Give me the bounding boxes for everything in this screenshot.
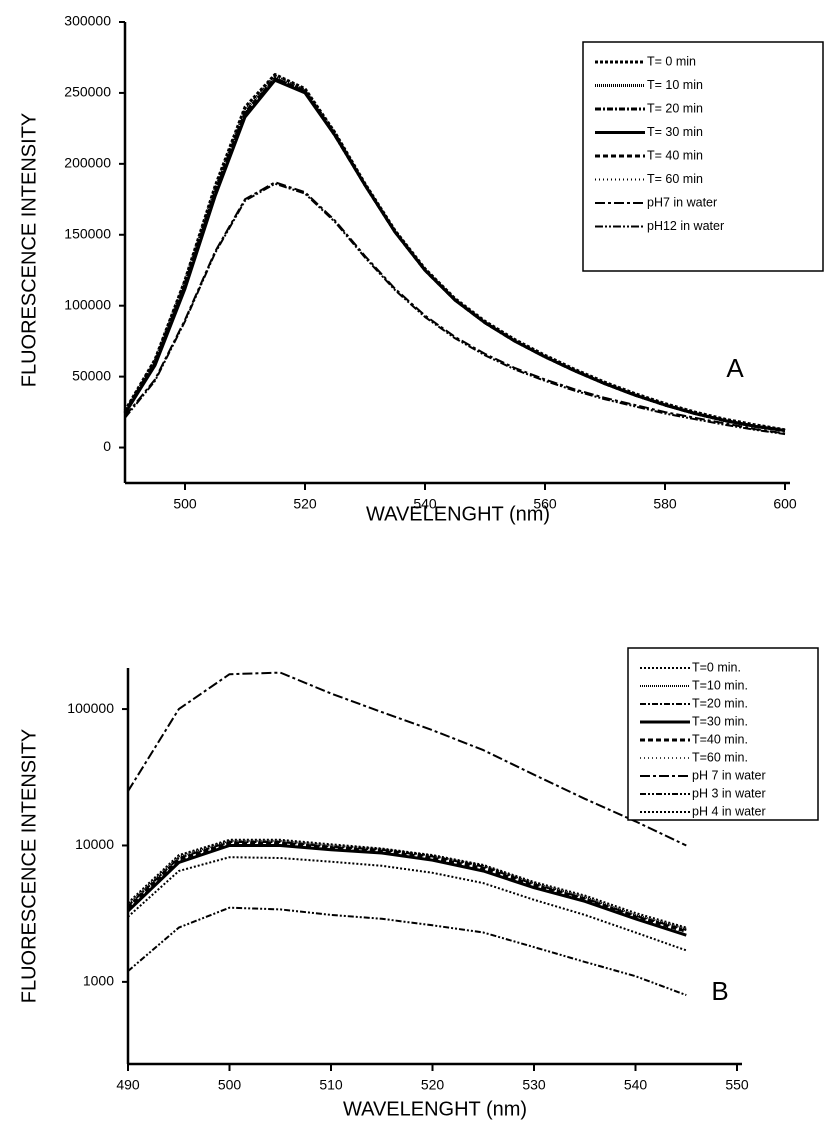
legend-label: T= 20 min <box>647 101 703 115</box>
x-tick-label: 560 <box>533 496 557 512</box>
y-tick-label: 150000 <box>64 225 111 241</box>
y-axis-title: FLUORESCENCE INTENSITY <box>18 729 40 1003</box>
series-line <box>123 77 786 432</box>
series-line <box>127 856 687 952</box>
x-tick-label: 510 <box>319 1077 343 1093</box>
series-line <box>124 182 786 436</box>
legend-label: pH12 in water <box>647 219 724 233</box>
legend-label: T=40 min. <box>692 732 748 746</box>
y-tick-label: 0 <box>103 438 111 454</box>
legend-box <box>627 647 819 821</box>
legend-label: T=10 min. <box>692 678 748 692</box>
series-line <box>126 844 687 937</box>
legend-label: T= 0 min <box>647 54 696 68</box>
y-tick-label: 50000 <box>72 367 111 383</box>
series-line <box>126 841 687 933</box>
x-tick-label: 540 <box>624 1077 648 1093</box>
series-line <box>127 906 687 997</box>
legend-label: pH7 in water <box>647 195 717 209</box>
x-tick-label: 520 <box>421 1077 445 1093</box>
y-tick-label: 100000 <box>67 700 114 716</box>
x-tick-label: 550 <box>725 1077 749 1093</box>
x-tick-label: 600 <box>773 496 797 512</box>
legend-label: T=30 min. <box>692 714 748 728</box>
y-tick-label: 200000 <box>64 155 111 171</box>
series-line <box>127 671 687 847</box>
panel-label: A <box>726 353 744 383</box>
x-tick-label: 540 <box>413 496 437 512</box>
y-tick-label: 300000 <box>64 13 111 29</box>
legend-label: pH 3 in water <box>692 786 766 800</box>
legend-label: T=0 min. <box>692 660 741 674</box>
x-tick-label: 500 <box>218 1077 242 1093</box>
series-line <box>127 839 687 930</box>
legend-label: T= 60 min <box>647 172 703 186</box>
x-tick-label: 520 <box>293 496 317 512</box>
y-tick-label: 10000 <box>75 836 114 852</box>
x-axis-title: WAVELENGHT (nm) <box>343 1098 527 1120</box>
panel-label: B <box>711 976 728 1006</box>
legend-label: T= 40 min <box>647 148 703 162</box>
y-tick-label: 250000 <box>64 84 111 100</box>
x-axis-title: WAVELENGHT (nm) <box>366 503 550 525</box>
y-axis-title: FLUORESCENCE INTENSITY <box>18 113 40 387</box>
legend-label: T=20 min. <box>692 696 748 710</box>
series-line <box>127 841 687 931</box>
x-tick-label: 490 <box>116 1077 140 1093</box>
series-line <box>124 76 786 432</box>
legend-label: pH 7 in water <box>692 768 766 782</box>
x-tick-label: 500 <box>173 496 197 512</box>
legend-label: pH 4 in water <box>692 804 766 818</box>
x-tick-label: 580 <box>653 496 677 512</box>
y-tick-label: 100000 <box>64 296 111 312</box>
legend-label: T=60 min. <box>692 750 748 764</box>
x-tick-label: 530 <box>522 1077 546 1093</box>
y-tick-label: 1000 <box>83 973 114 989</box>
legend-label: T= 30 min <box>647 125 703 139</box>
legend-label: T= 10 min <box>647 78 703 92</box>
